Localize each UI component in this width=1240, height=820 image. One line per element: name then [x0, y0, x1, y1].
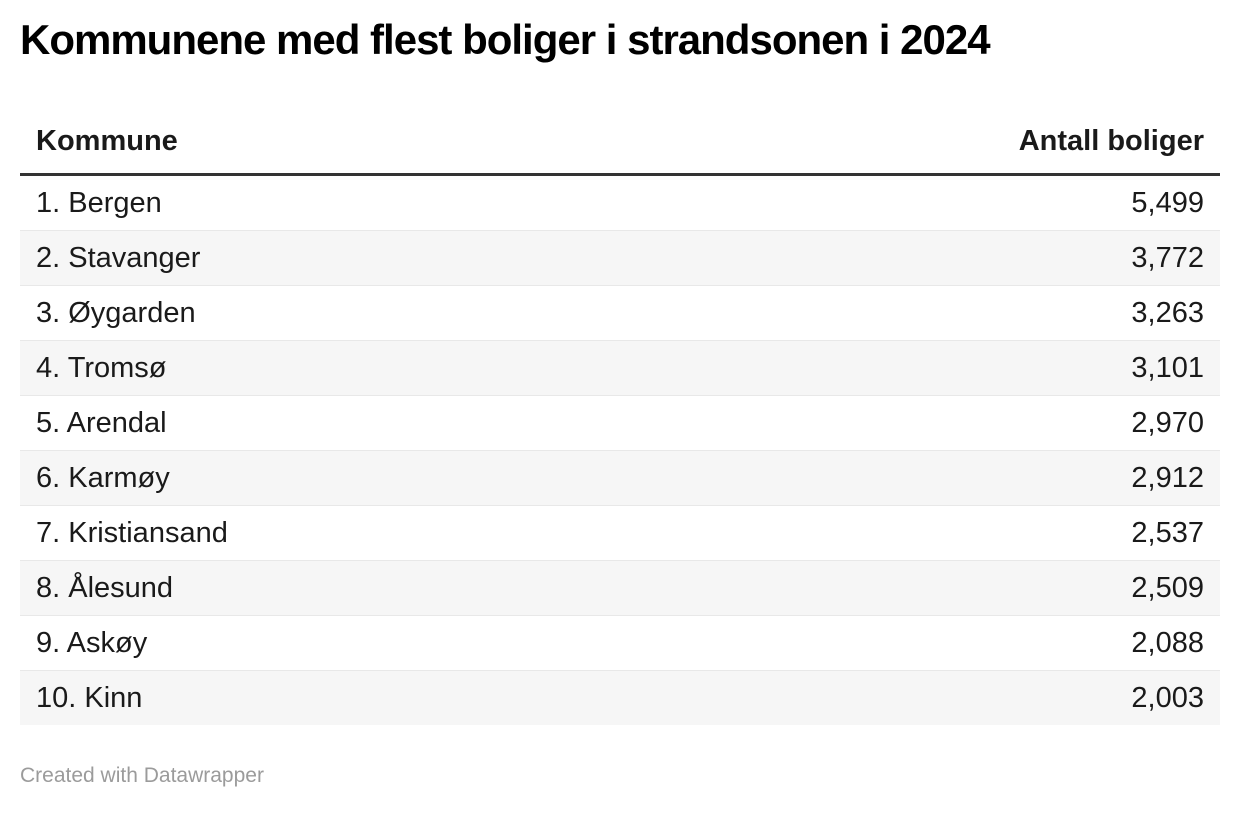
cell-antall: 3,263 — [1131, 296, 1204, 329]
column-header-kommune: Kommune — [20, 100, 740, 176]
cell-kommune: 2. Stavanger — [36, 241, 201, 274]
cell-antall: 2,509 — [1131, 571, 1204, 604]
cell-kommune: 1. Bergen — [36, 186, 162, 219]
table-row: 2. Stavanger 3,772 — [20, 230, 1220, 285]
cell-antall: 3,772 — [1131, 241, 1204, 274]
cell-kommune: 4. Tromsø — [36, 351, 167, 384]
cell-kommune: 10. Kinn — [36, 681, 143, 714]
cell-kommune: 3. Øygarden — [36, 296, 196, 329]
table-row: 9. Askøy 2,088 — [20, 615, 1220, 670]
cell-antall: 2,003 — [1131, 681, 1204, 714]
datawrapper-credit-link[interactable]: Created with Datawrapper — [20, 763, 264, 787]
cell-antall: 2,537 — [1131, 516, 1204, 549]
cell-antall: 3,101 — [1131, 351, 1204, 384]
table-row: 1. Bergen 5,499 — [20, 174, 1220, 230]
cell-kommune: 7. Kristiansand — [36, 516, 228, 549]
table-row: 3. Øygarden 3,263 — [20, 285, 1220, 340]
ranking-table: Kommune Antall boliger 1. Bergen 5,499 2… — [20, 100, 1220, 725]
header-row: Kommune Antall boliger — [20, 100, 1220, 176]
cell-kommune: 9. Askøy — [36, 626, 148, 659]
chart-container: Kommunene med flest boliger i strandsone… — [0, 14, 1240, 789]
cell-antall: 5,499 — [1131, 186, 1204, 219]
table-row: 6. Karmøy 2,912 — [20, 450, 1220, 505]
column-header-antall-boliger: Antall boliger — [740, 100, 1220, 176]
table-row: 4. Tromsø 3,101 — [20, 340, 1220, 395]
cell-kommune: 5. Arendal — [36, 406, 167, 439]
cell-kommune: 8. Ålesund — [36, 571, 174, 604]
table-row: 10. Kinn 2,003 — [20, 670, 1220, 725]
table-row: 7. Kristiansand 2,537 — [20, 505, 1220, 560]
table-row: 8. Ålesund 2,509 — [20, 560, 1220, 615]
cell-kommune: 6. Karmøy — [36, 461, 170, 494]
chart-title: Kommunene med flest boliger i strandsone… — [20, 16, 991, 63]
table-row: 5. Arendal 2,970 — [20, 395, 1220, 450]
cell-antall: 2,912 — [1131, 461, 1204, 494]
cell-antall: 2,088 — [1131, 626, 1204, 659]
cell-antall: 2,970 — [1131, 406, 1204, 439]
